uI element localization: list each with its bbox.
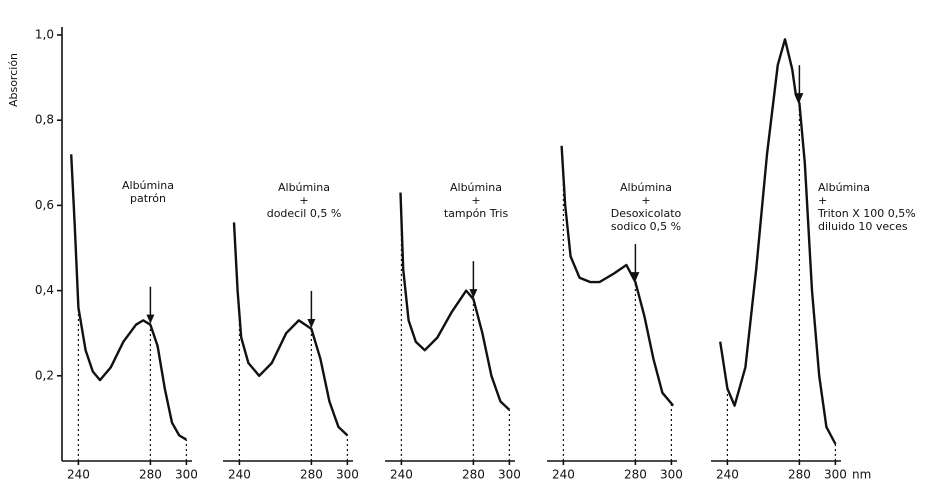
x-tick-label: 240 bbox=[716, 468, 739, 482]
x-tick-label: 280 bbox=[139, 468, 162, 482]
panel-label: Albúmina bbox=[450, 181, 502, 194]
x-tick-label: 240 bbox=[67, 468, 90, 482]
panel-label: Desoxicolato bbox=[611, 207, 682, 220]
y-axis-label: Absorción bbox=[7, 53, 20, 107]
x-tick-label: 280 bbox=[462, 468, 485, 482]
peak-arrow-head bbox=[146, 314, 155, 324]
y-tick-label: 0,8 bbox=[35, 113, 54, 127]
spectrum-line bbox=[560, 145, 675, 407]
peak-arrow-head bbox=[307, 318, 316, 328]
panel-label: Albúmina bbox=[620, 181, 672, 194]
y-tick-label: 0,6 bbox=[35, 198, 54, 212]
x-tick-label: 240 bbox=[228, 468, 251, 482]
spectrum-line bbox=[232, 222, 349, 437]
panel-label: sodico 0,5 % bbox=[611, 220, 681, 233]
panel-label: + bbox=[299, 194, 308, 207]
x-tick-label: 240 bbox=[552, 468, 575, 482]
x-tick-label: 300 bbox=[498, 468, 521, 482]
panel-label: Albúmina bbox=[278, 181, 330, 194]
panel-label: Triton X 100 0,5% bbox=[817, 207, 916, 220]
x-tick-label: 280 bbox=[624, 468, 647, 482]
x-tick-label: 280 bbox=[788, 468, 811, 482]
y-tick-label: 1,0 bbox=[35, 28, 54, 42]
panel-label: tampón Tris bbox=[444, 207, 509, 220]
panel-label: diluido 10 veces bbox=[818, 220, 908, 233]
x-tick-label: 300 bbox=[660, 468, 683, 482]
spectrum-line bbox=[719, 38, 837, 445]
panel-label: + bbox=[818, 194, 827, 207]
panel-label: Albúmina bbox=[818, 181, 870, 194]
panel-label: + bbox=[471, 194, 480, 207]
y-tick-label: 0,4 bbox=[35, 283, 54, 297]
x-tick-label: 240 bbox=[390, 468, 413, 482]
x-tick-label: 300 bbox=[824, 468, 847, 482]
spectrum-line bbox=[70, 154, 188, 441]
peak-arrow-head bbox=[631, 272, 640, 282]
x-tick-label: 300 bbox=[336, 468, 359, 482]
x-tick-label: 280 bbox=[300, 468, 323, 482]
panel-label: + bbox=[641, 194, 650, 207]
spectrum-line bbox=[399, 192, 511, 411]
panel-label: patrón bbox=[130, 192, 166, 205]
x-unit: nm bbox=[852, 468, 871, 482]
peak-arrow-head bbox=[795, 93, 804, 103]
peak-arrow-head bbox=[469, 289, 478, 299]
panel-label: Albúmina bbox=[122, 179, 174, 192]
x-tick-label: 300 bbox=[175, 468, 198, 482]
panel-label: dodecil 0,5 % bbox=[267, 207, 342, 220]
y-tick-label: 0,2 bbox=[35, 368, 54, 382]
